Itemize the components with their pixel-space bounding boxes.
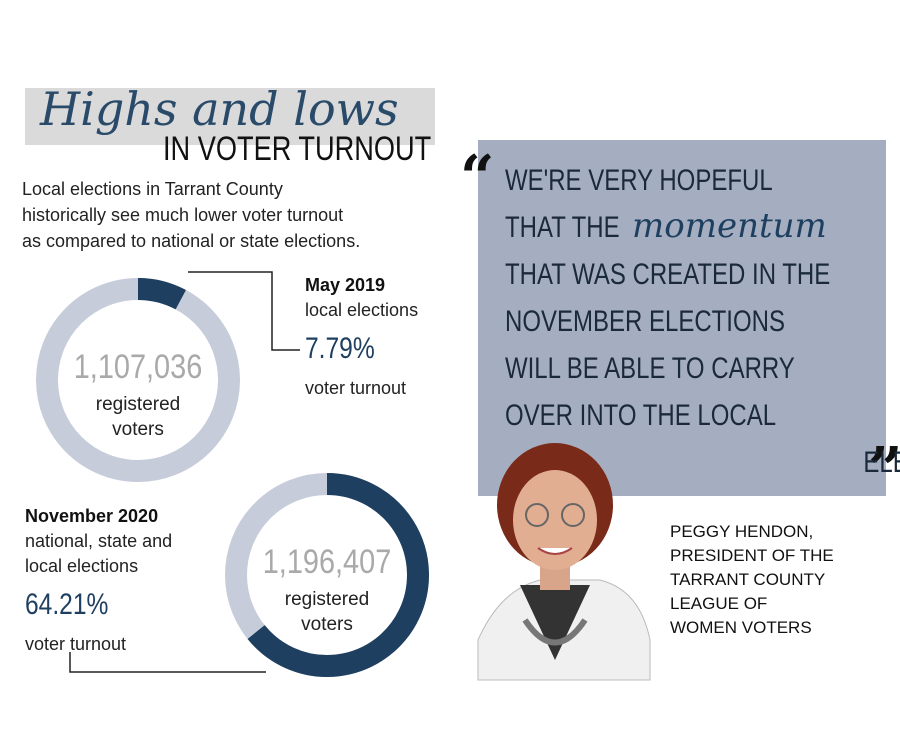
callout-subtitle: local elections [305, 300, 418, 320]
quote-line: THAT THE [505, 209, 620, 243]
charts: 1,107,036 registered voters May 2019 local e… [25, 275, 429, 677]
connector [69, 652, 266, 673]
description: historically see much lower voter turnou… [22, 205, 343, 225]
quote-line: THAT WAS CREATED IN THE [505, 256, 830, 290]
attribution-line: PEGGY HENDON, [670, 522, 813, 541]
donut-arc [137, 278, 186, 310]
quote-line: ELECTIONS IN MAY. [863, 444, 900, 478]
header-band [25, 88, 435, 145]
description: as compared to national or state electio… [22, 231, 360, 251]
attribution: PEGGY HENDON, PRESIDENT OF THE TARRANT COU… [670, 522, 834, 637]
callout-value: 7.79% [305, 331, 375, 365]
attribution-line: LEAGUE OF [670, 594, 767, 613]
callout-title: May 2019 [305, 275, 385, 295]
attribution-line: PRESIDENT OF THE [670, 546, 834, 565]
portrait [477, 443, 651, 681]
attribution-line: TARRANT COUNTY [670, 570, 825, 589]
open-quote-mark: “ [460, 143, 495, 213]
attribution-line: WOMEN VOTERS [670, 618, 812, 637]
header-subtitle-group: IN VOTER TURNOUT [163, 129, 431, 168]
callout-value: 64.21% [25, 587, 108, 621]
callout-title: November 2020 [25, 506, 158, 526]
header-subtitle: IN VOTER TURNOUT [163, 129, 431, 168]
connector [188, 271, 300, 351]
callout-caption: voter turnout [25, 634, 126, 654]
quote-emphasis: momentum [632, 206, 827, 246]
callout-subtitle: national, state and [25, 531, 172, 551]
quote-line: NOVEMBER ELECTIONS [505, 303, 785, 337]
quote-box [478, 140, 886, 496]
donut-center-label: registered [96, 394, 181, 415]
header-script: Highs and lows [39, 82, 399, 136]
quote-line: WE'RE VERY HOPEFUL [505, 162, 773, 196]
donut-center-value: 1,107,036 [74, 347, 203, 386]
quote-line: OVER INTO THE LOCAL [505, 397, 776, 431]
donut-arc [247, 473, 429, 677]
close-quote-mark: ” [868, 435, 900, 505]
donut-center-label: voters [112, 419, 164, 440]
donut-center-value: 1,196,407 [263, 542, 392, 581]
callout-subtitle: local elections [25, 556, 138, 576]
quote-lines: WE'RE VERY HOPEFUL THAT THE THAT WAS CREAT… [505, 162, 900, 478]
donut-center-label: registered [285, 589, 370, 610]
quote-line: WILL BE ABLE TO CARRY [505, 350, 795, 384]
donut-center-label: voters [301, 614, 353, 635]
description: Local elections in Tarrant County [22, 179, 283, 199]
callout-caption: voter turnout [305, 378, 406, 398]
quote: WE'RE VERY HOPEFUL THAT THE THAT WAS CREAT… [505, 162, 900, 478]
